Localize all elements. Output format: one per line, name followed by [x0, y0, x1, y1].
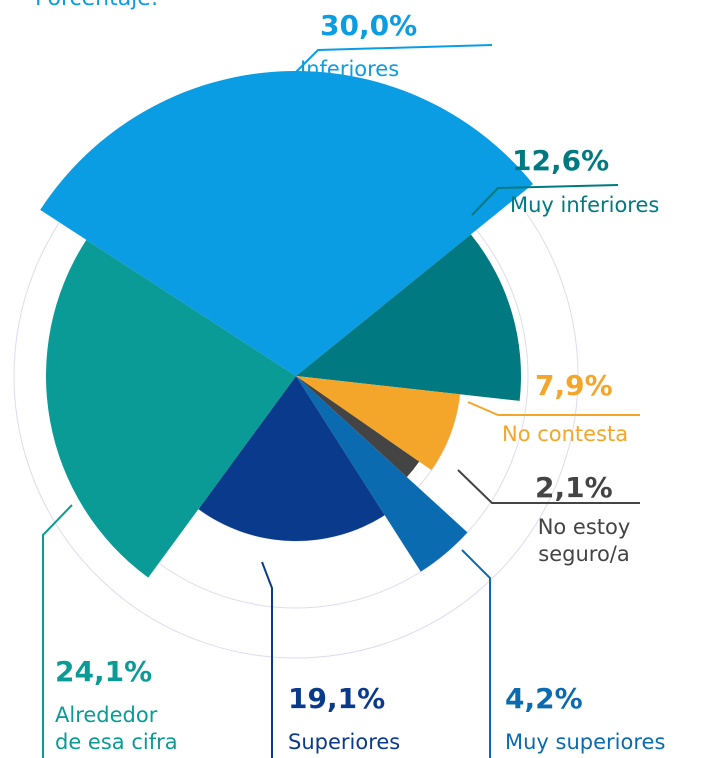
leader-line — [261, 561, 273, 758]
leader-line — [42, 504, 73, 758]
leader-line — [289, 44, 493, 79]
leader-line — [471, 184, 619, 216]
wedge — [198, 376, 385, 541]
category-label: No contesta — [502, 422, 629, 446]
wedge — [296, 376, 468, 572]
wedge — [40, 71, 534, 376]
value-label: 12,6% — [512, 144, 610, 177]
value-label: 2,1% — [535, 471, 613, 504]
leader-line — [461, 549, 491, 758]
category-label: Muy superiores — [505, 730, 666, 754]
value-label: 7,9% — [535, 369, 613, 402]
value-label: 19,1% — [288, 682, 386, 715]
wedge — [296, 234, 521, 401]
value-label: 4,2% — [505, 682, 583, 715]
leader-line — [457, 469, 640, 504]
value-label: 30,0% — [320, 9, 418, 42]
chart-title: Porcentaje: — [35, 0, 158, 11]
category-label: No estoy seguro/a — [537, 515, 631, 566]
category-label: Muy inferiores — [510, 193, 660, 217]
value-label: 24,1% — [55, 655, 153, 688]
wedge — [296, 376, 420, 478]
leader-line — [467, 401, 640, 416]
category-label: Inferiores — [300, 57, 400, 81]
wedge — [296, 376, 460, 471]
category-label: Superiores — [288, 730, 401, 754]
category-label: Alrededor de esa cifra — [55, 703, 178, 754]
wedge — [45, 239, 297, 578]
